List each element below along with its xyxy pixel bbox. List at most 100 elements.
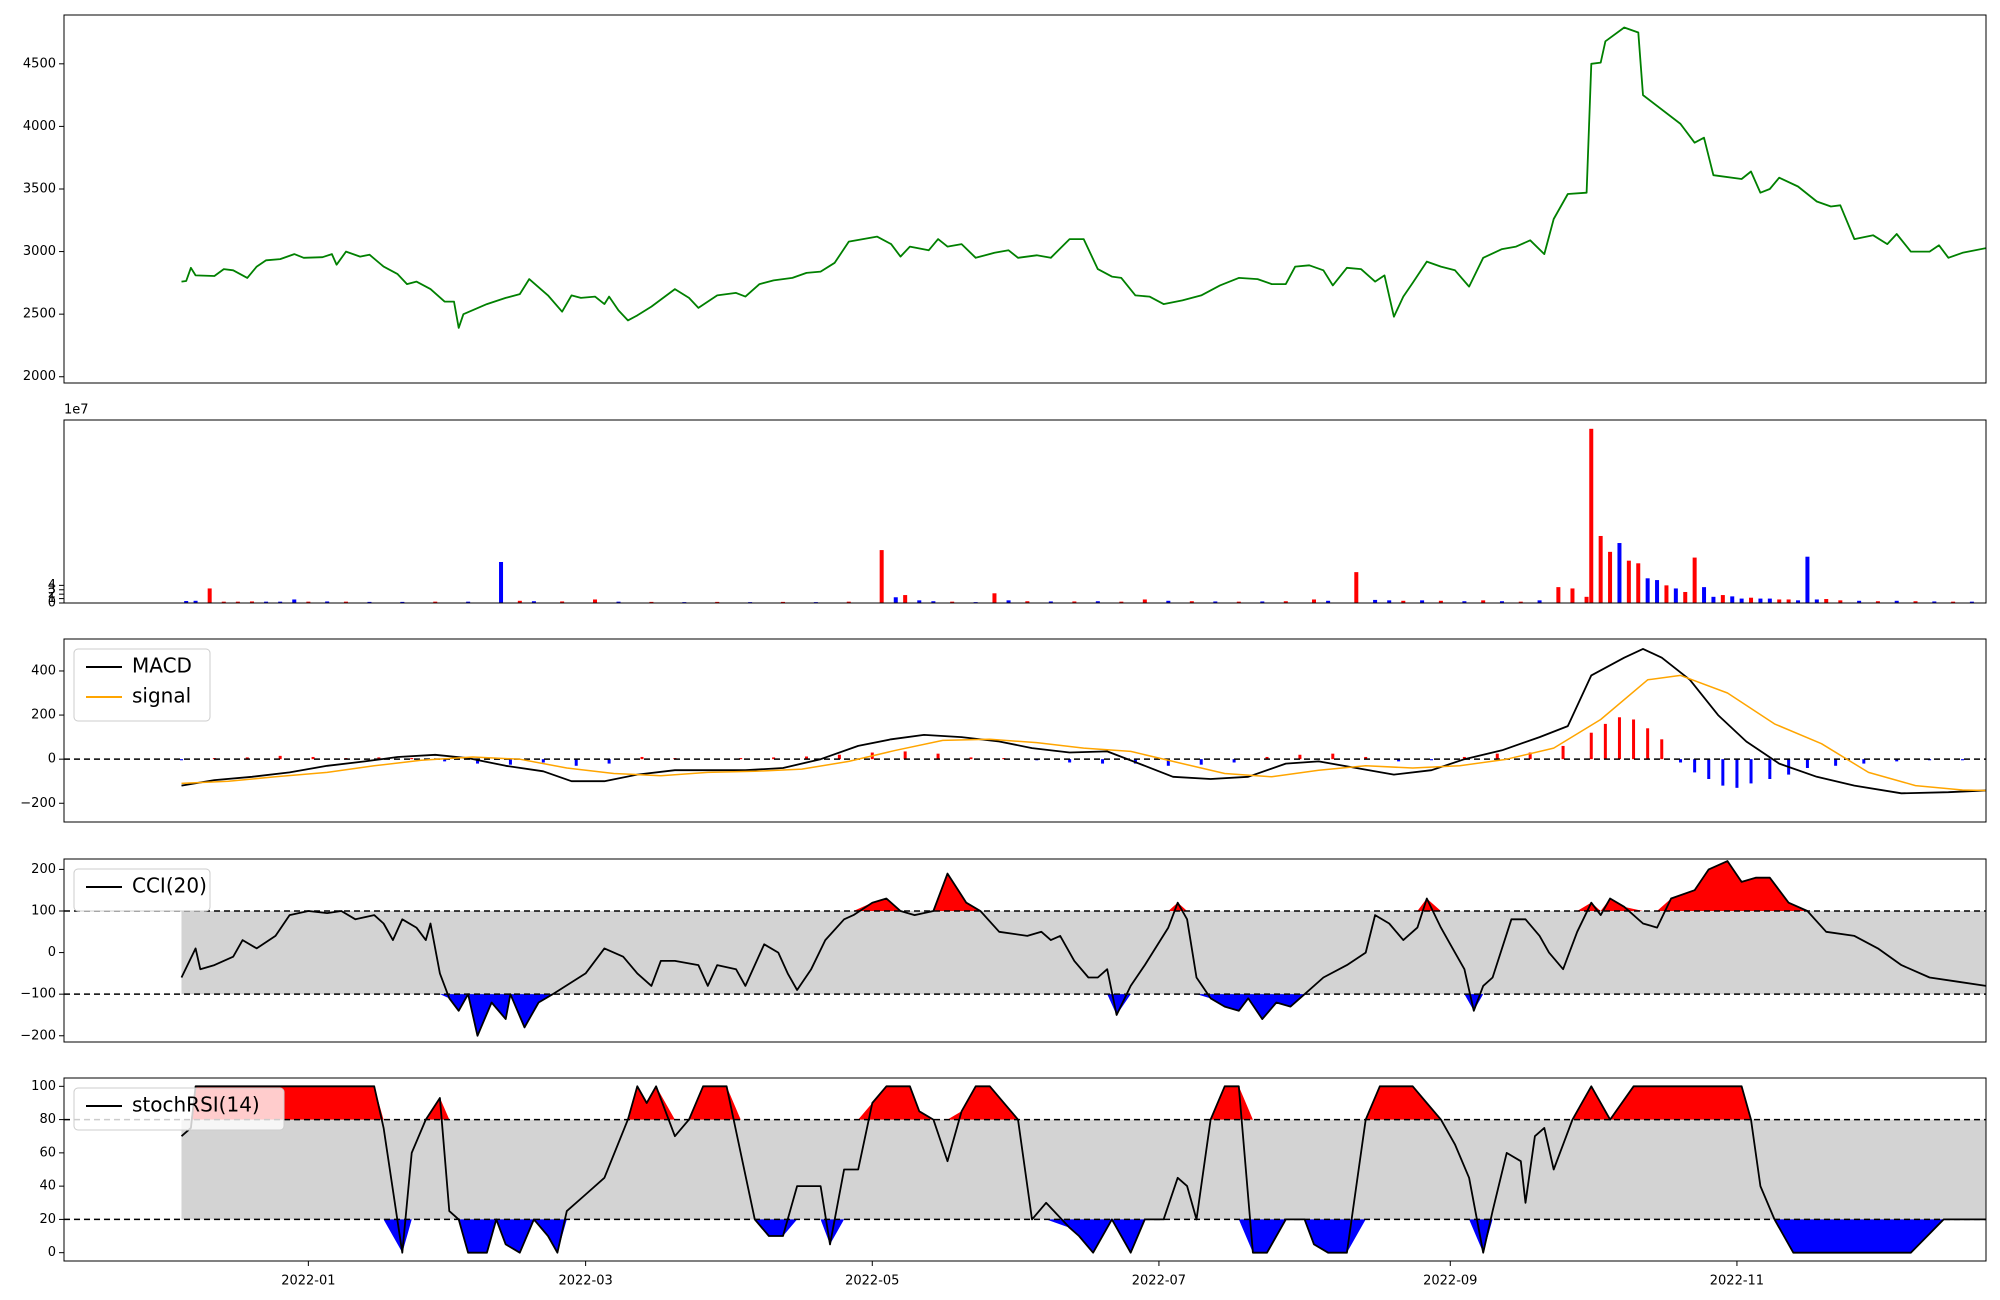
volume-bar [1730, 596, 1735, 603]
x-tick-label: 2022-11 [1710, 1274, 1764, 1289]
volume-bar [560, 601, 565, 603]
macd-histogram-bar [574, 759, 578, 766]
macd-panel: −200 0 200 400 MACD signal [20, 638, 1997, 823]
volume-bar [1702, 587, 1707, 603]
volume-bar [879, 550, 884, 603]
volume-bar [1312, 599, 1317, 603]
macd-histogram-bar [1561, 745, 1565, 760]
volume-bar [950, 601, 955, 603]
macd-histogram-bar [1660, 739, 1664, 760]
volume-bar [1913, 601, 1918, 603]
volume-bar [1683, 591, 1688, 603]
volume-bar [1838, 600, 1843, 603]
volume-bar [593, 599, 598, 603]
macd-histogram-bar [1364, 756, 1368, 760]
volume-bar [1805, 556, 1810, 603]
cci-ytick-label: −200 [20, 1028, 56, 1043]
volume-bar [1048, 601, 1053, 603]
macd-series-line [181, 674, 1986, 792]
volume-bar [1095, 601, 1100, 603]
cci-oversold-fill [181, 994, 1986, 1036]
volume-bar [1796, 600, 1801, 603]
volume-bar [517, 600, 522, 603]
macd-histogram-bar [278, 755, 282, 760]
volume-bar [1969, 601, 1974, 603]
volume-bar [1387, 600, 1392, 603]
stochrsi-series-line [180, 1085, 1986, 1254]
macd-histogram-bar [1961, 759, 1965, 761]
cci-ytick-label: 0 [48, 945, 56, 960]
stochrsi-plot-area [64, 1085, 1986, 1254]
volume-frame [63, 419, 1987, 604]
macd-histogram-bar [1707, 759, 1711, 780]
cci-legend: CCI(20) [73, 868, 211, 912]
macd-histogram-bar [1679, 759, 1683, 763]
macd-histogram-bar [1101, 759, 1105, 764]
volume-bar [1326, 600, 1331, 603]
volume-bar [1875, 601, 1880, 603]
volume-bar [1401, 600, 1406, 603]
volume-bar [616, 601, 621, 603]
macd-histogram-bar [1617, 717, 1621, 760]
volume-ytick-label: 2 [48, 587, 56, 602]
volume-bar [1462, 601, 1467, 603]
macd-histogram-bar [1429, 759, 1433, 761]
volume-bar [306, 601, 311, 603]
macd-ytick-label: 0 [48, 752, 56, 767]
volume-bar [992, 593, 997, 603]
macd-histogram-bar [607, 759, 611, 764]
stochrsi-ytick-label: 100 [31, 1079, 56, 1094]
volume-ytick-label: 3 [48, 582, 56, 597]
stochrsi-frame [63, 1077, 1987, 1262]
volume-bar [1692, 557, 1697, 603]
volume-bar [1189, 601, 1194, 603]
stochrsi-legend: stochRSI(14) [73, 1087, 285, 1131]
macd-histogram-bar [1397, 759, 1401, 762]
macd-histogram-bar [804, 756, 808, 760]
volume-bar [1518, 601, 1523, 603]
volume-bar [1711, 596, 1716, 603]
x-tick-label: 2022-07 [1132, 1274, 1186, 1289]
volume-bar [1213, 601, 1218, 603]
macd-series-line [181, 648, 1986, 795]
volume-bar [1236, 601, 1241, 603]
macd-histogram-bar [1603, 723, 1607, 760]
macd-histogram-bar [245, 757, 249, 760]
volume-bar [1636, 563, 1641, 603]
volume-bar [1608, 551, 1613, 603]
volume-bar [1499, 601, 1504, 603]
macd-histogram-bar [1166, 759, 1170, 766]
macd-histogram-bar [1994, 759, 1997, 761]
volume-bar [1645, 578, 1650, 603]
macd-histogram-bar [1265, 756, 1269, 760]
stochrsi-neutral-band [181, 1119, 1986, 1220]
volume-bar [1556, 587, 1561, 603]
stochrsi-ytick-label: 20 [39, 1212, 56, 1227]
macd-plot-area [64, 648, 1997, 795]
volume-bar [903, 595, 908, 603]
volume-bar [193, 600, 198, 603]
volume-bar [249, 601, 254, 603]
volume-ytick-label: 0 [48, 596, 56, 611]
macd-ytick-label: 200 [31, 708, 56, 723]
legend-label: stochRSI(14) [132, 1093, 260, 1117]
volume-bar [1354, 572, 1359, 603]
volume-bar [1673, 588, 1678, 603]
macd-histogram-bar [1632, 719, 1636, 760]
x-tick-label: 2022-01 [281, 1274, 335, 1289]
volume-bar [1072, 601, 1077, 603]
x-tick-label: 2022-05 [845, 1274, 899, 1289]
cci-ytick-label: 100 [31, 903, 56, 918]
macd-histogram-bar [1721, 759, 1725, 786]
volume-bar [207, 588, 212, 603]
macd-histogram-bar [1895, 759, 1899, 762]
macd-histogram-bar [377, 757, 381, 760]
volume-bar [1006, 600, 1011, 603]
volume-bar [433, 601, 438, 603]
volume-bar [1758, 598, 1763, 603]
volume-bar [1749, 597, 1754, 603]
price-frame [63, 14, 1987, 384]
legend-label: MACD [132, 654, 192, 678]
